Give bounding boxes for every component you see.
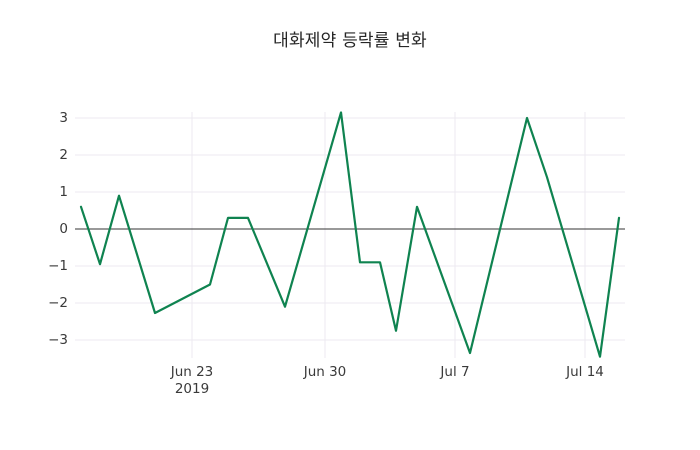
data-series-line: [79, 111, 621, 358]
x-tick-label-main: Jul 7: [440, 364, 470, 380]
y-tick-label: −1: [48, 258, 68, 274]
x-tick-label: Jul 14: [566, 364, 604, 381]
vertical-gridlines: [191, 112, 586, 358]
x-tick-label-year: 2019: [174, 381, 210, 397]
x-tick-label: Jun 30: [304, 364, 347, 381]
y-tick-label: 3: [59, 110, 68, 126]
y-tick-label: 1: [59, 184, 68, 200]
y-tick-label: 0: [59, 221, 68, 237]
x-tick-label-main: Jun 23: [170, 364, 214, 380]
x-tick-label: Jul 7: [440, 364, 469, 381]
x-tick-label-main: Jun 30: [303, 364, 347, 380]
x-tick-label: Jun 23 2019: [171, 364, 214, 398]
y-tick-label: −2: [48, 295, 68, 311]
y-tick-label: 2: [59, 147, 68, 163]
x-tick-label-main: Jul 14: [566, 364, 604, 380]
series-line-등락률: [79, 111, 621, 358]
y-tick-label: −3: [48, 332, 68, 348]
chart-title: 대화제약 등락률 변화: [273, 31, 427, 51]
horizontal-gridlines: [75, 117, 625, 341]
